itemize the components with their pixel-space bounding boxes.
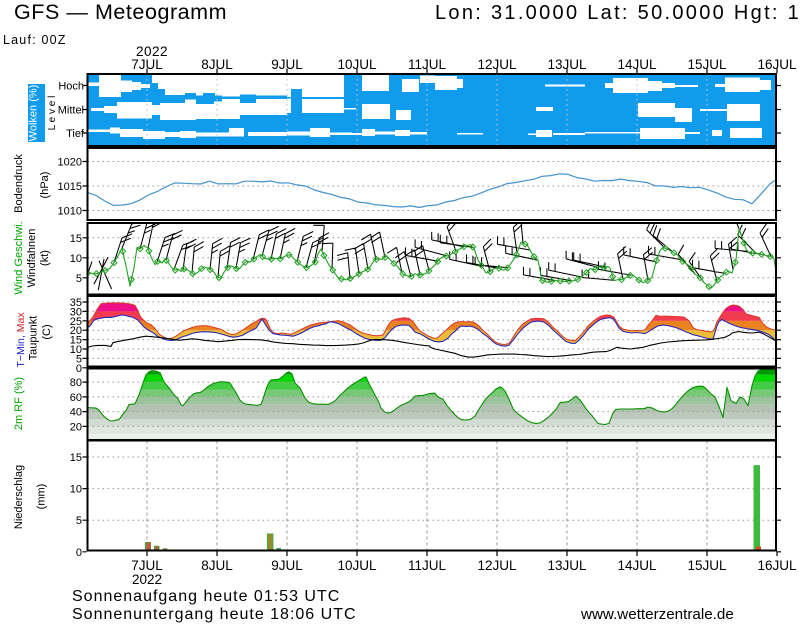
svg-text:www.wetterzentrale.de: www.wetterzentrale.de (580, 606, 734, 623)
svg-text:(kt): (kt) (39, 250, 51, 266)
svg-text:1010: 1010 (58, 206, 82, 218)
svg-text:Sonnenuntergang heute 18:06 UT: Sonnenuntergang heute 18:06 UTC (72, 606, 357, 623)
svg-text:Hoch: Hoch (58, 81, 84, 93)
svg-text:T−Min, Max: T−Min, Max (15, 312, 27, 368)
svg-text:2m RF (%): 2m RF (%) (13, 377, 25, 430)
svg-text:Wind Geschwi.: Wind Geschwi. (13, 221, 25, 294)
svg-text:40: 40 (70, 407, 82, 419)
svg-text:2022: 2022 (132, 572, 162, 587)
svg-text:Sonnenaufgang heute 01:53 UTC: Sonnenaufgang heute 01:53 UTC (72, 588, 340, 605)
svg-text:(C): (C) (41, 324, 53, 339)
svg-text:9JUL: 9JUL (271, 558, 303, 573)
svg-text:Taupunkt: Taupunkt (28, 316, 40, 361)
svg-text:25: 25 (70, 316, 82, 328)
svg-text:15JUL: 15JUL (687, 558, 727, 573)
svg-text:12JUL: 12JUL (477, 57, 517, 72)
svg-text:GFS — Meteogramm: GFS — Meteogramm (14, 0, 227, 24)
svg-text:35: 35 (70, 297, 82, 309)
svg-text:16JUL: 16JUL (757, 558, 797, 573)
svg-text:(hPa): (hPa) (39, 172, 51, 199)
svg-text:Mittel: Mittel (58, 105, 84, 117)
svg-text:7JUL: 7JUL (131, 558, 163, 573)
svg-text:10JUL: 10JUL (337, 57, 377, 72)
svg-text:Windfahnen: Windfahnen (26, 229, 38, 288)
svg-text:Wolken (%): Wolken (%) (28, 85, 40, 142)
svg-text:5: 5 (76, 273, 82, 285)
svg-text:9JUL: 9JUL (271, 57, 303, 72)
svg-text:(mm): (mm) (36, 484, 48, 510)
svg-text:13JUL: 13JUL (547, 558, 587, 573)
svg-text:Lon: 31.0000 Lat: 50.0000 Hgt:: Lon: 31.0000 Lat: 50.0000 Hgt: 1 (435, 2, 800, 24)
svg-text:Bodendruck: Bodendruck (13, 154, 25, 213)
svg-text:80: 80 (70, 377, 82, 389)
svg-text:15: 15 (70, 233, 82, 245)
svg-text:8JUL: 8JUL (201, 558, 233, 573)
svg-text:16JUL: 16JUL (757, 57, 797, 72)
svg-text:11JUL: 11JUL (408, 57, 447, 72)
svg-text:5: 5 (76, 353, 82, 365)
svg-text:Niederschlag: Niederschlag (13, 465, 25, 529)
svg-text:13JUL: 13JUL (547, 57, 587, 72)
svg-text:L e v e l: L e v e l (47, 96, 58, 131)
svg-text:14JUL: 14JUL (617, 558, 657, 573)
svg-text:20: 20 (70, 325, 82, 337)
svg-text:Tief: Tief (66, 128, 85, 140)
svg-text:15: 15 (70, 452, 82, 464)
svg-text:1015: 1015 (58, 181, 82, 193)
svg-text:8JUL: 8JUL (201, 57, 233, 72)
svg-text:20: 20 (70, 421, 82, 433)
svg-text:0: 0 (76, 363, 82, 375)
svg-text:10: 10 (70, 344, 82, 356)
svg-text:11JUL: 11JUL (408, 558, 447, 573)
svg-text:10: 10 (70, 484, 82, 496)
svg-text:5: 5 (76, 515, 82, 527)
svg-text:14JUL: 14JUL (617, 57, 657, 72)
svg-text:12JUL: 12JUL (477, 558, 517, 573)
svg-text:10: 10 (70, 253, 82, 265)
svg-text:15: 15 (70, 335, 82, 347)
svg-text:1020: 1020 (58, 157, 82, 169)
svg-text:2022: 2022 (136, 44, 168, 59)
svg-text:7JUL: 7JUL (131, 57, 163, 72)
svg-text:Lauf: 00Z: Lauf: 00Z (3, 33, 67, 47)
svg-text:15JUL: 15JUL (687, 57, 727, 72)
svg-text:30: 30 (70, 306, 82, 318)
svg-text:0: 0 (76, 547, 82, 559)
svg-text:60: 60 (70, 392, 82, 404)
svg-text:10JUL: 10JUL (337, 558, 377, 573)
